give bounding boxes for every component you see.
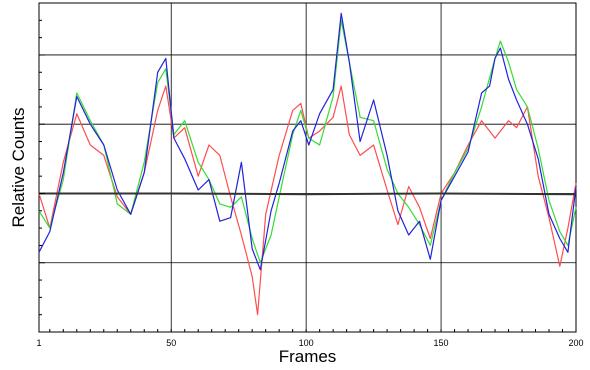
- x-tick-label: 200: [568, 338, 583, 348]
- grid-lines: [38, 2, 577, 333]
- series-line-1: [38, 85, 577, 316]
- series-line-2: [38, 19, 577, 264]
- y-axis-title: Relative Counts: [9, 107, 28, 227]
- plot-area: [38, 12, 577, 316]
- series-line-4: [39, 192, 577, 196]
- x-tick-label: 100: [299, 338, 314, 348]
- plot-frame: [38, 2, 577, 333]
- x-tick-label: 1: [36, 338, 41, 348]
- series-line-3: [38, 12, 577, 271]
- x-tick-label: 50: [166, 338, 176, 348]
- x-tick-label: 150: [434, 338, 449, 348]
- x-axis-title: Frames: [279, 347, 337, 366]
- x-axis-ticks: 1 50 100 150 200: [36, 19, 584, 348]
